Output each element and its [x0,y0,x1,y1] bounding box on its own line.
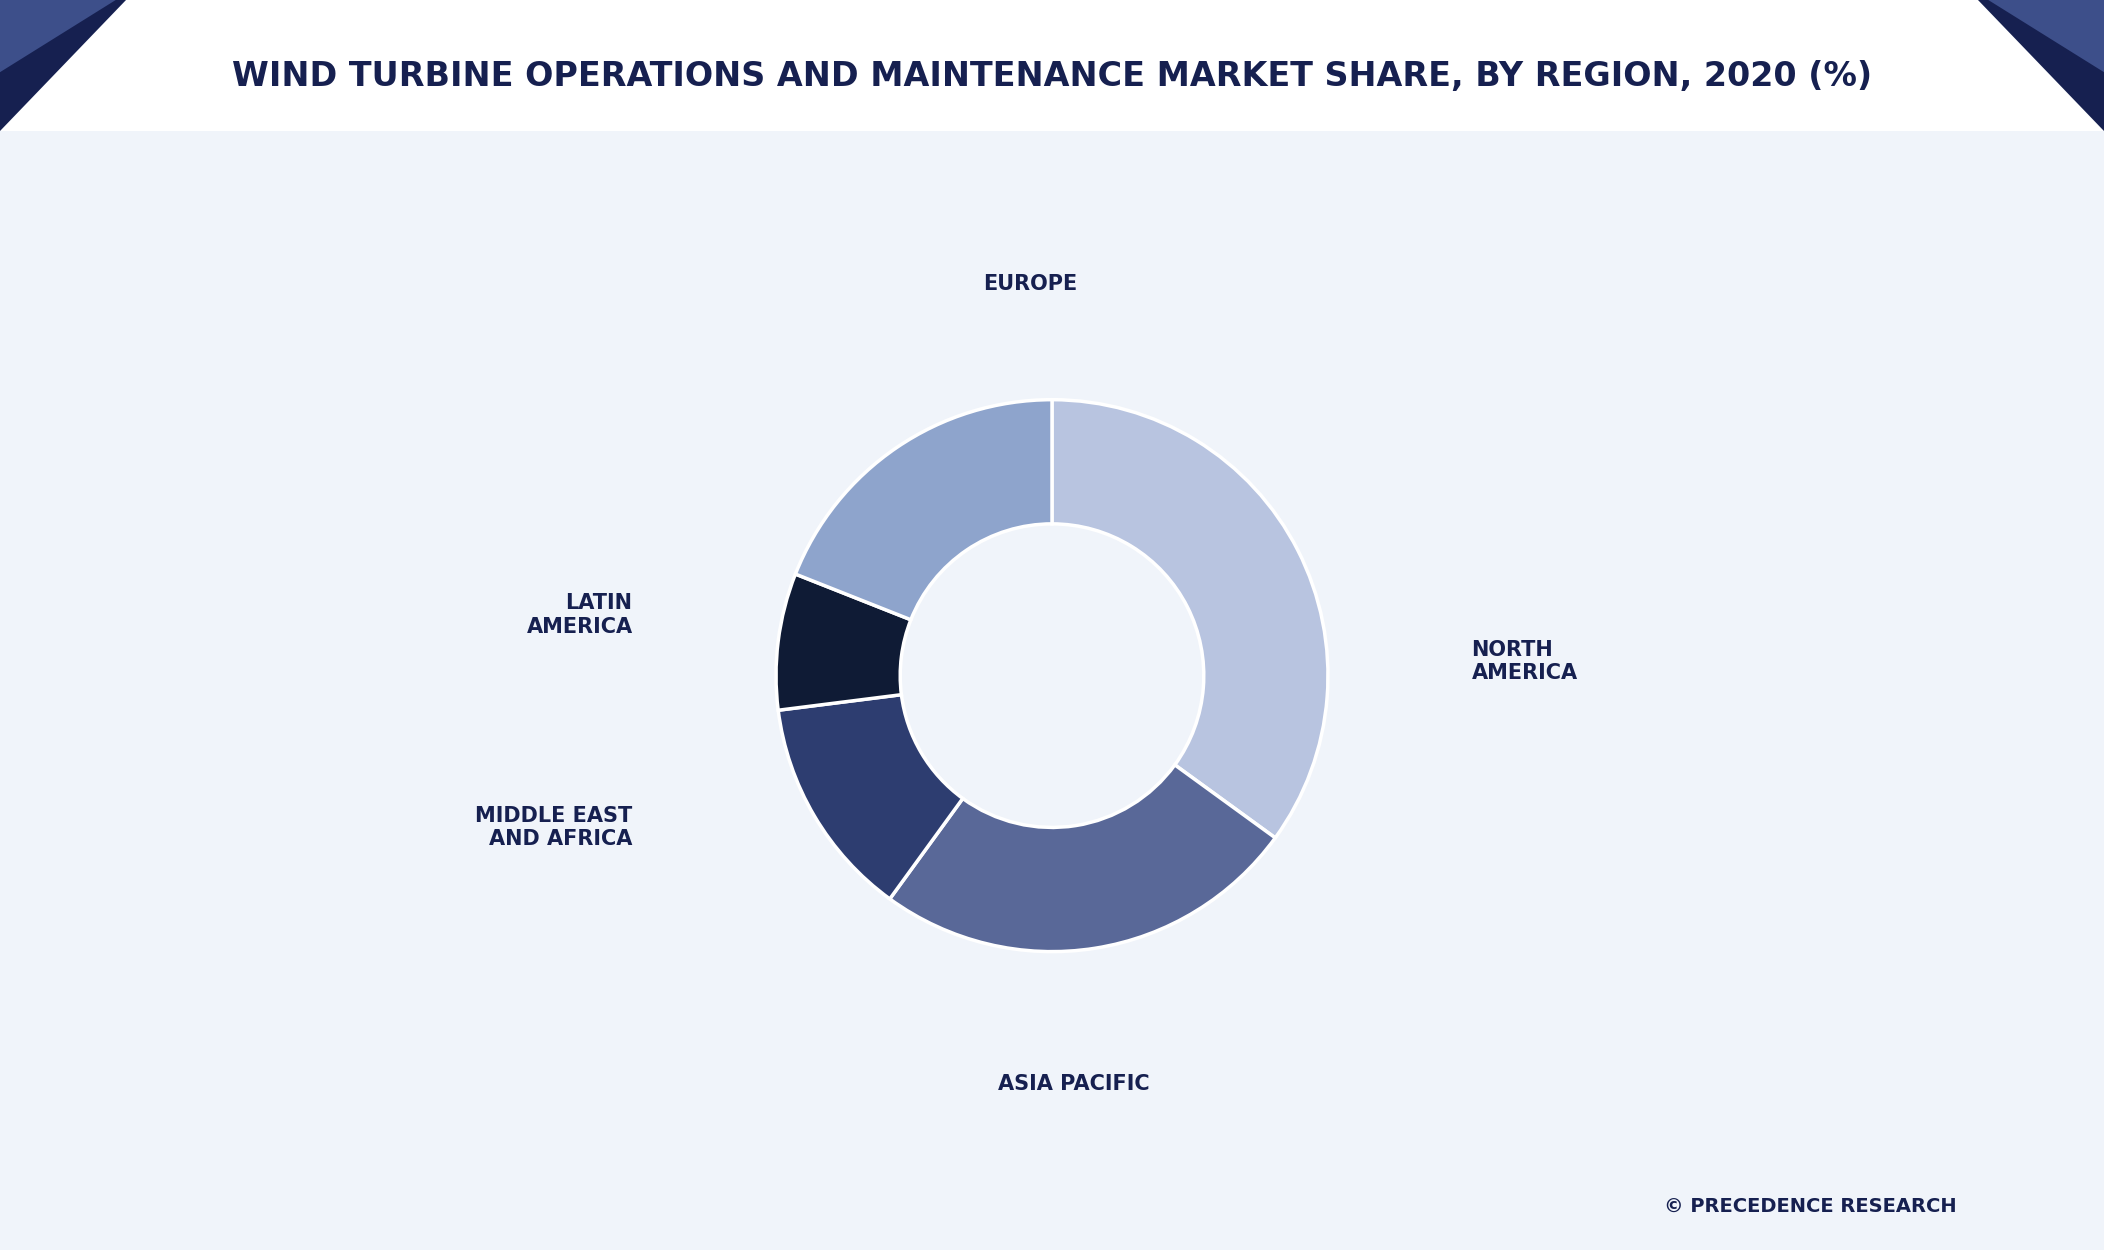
Text: EUROPE: EUROPE [983,274,1077,294]
Wedge shape [890,765,1275,951]
Polygon shape [1988,0,2104,72]
Text: ASIA PACIFIC: ASIA PACIFIC [997,1074,1151,1094]
Polygon shape [0,0,116,72]
Polygon shape [0,0,126,131]
Polygon shape [1978,0,2104,131]
Text: © PRECEDENCE RESEARCH: © PRECEDENCE RESEARCH [1664,1196,1957,1216]
Polygon shape [0,0,2104,131]
Wedge shape [778,695,964,899]
Text: MIDDLE EAST
AND AFRICA: MIDDLE EAST AND AFRICA [476,806,633,849]
Wedge shape [776,574,911,710]
Wedge shape [795,400,1052,620]
Text: WIND TURBINE OPERATIONS AND MAINTENANCE MARKET SHARE, BY REGION, 2020 (%): WIND TURBINE OPERATIONS AND MAINTENANCE … [231,60,1873,92]
Wedge shape [1052,400,1328,838]
Text: NORTH
AMERICA: NORTH AMERICA [1471,640,1578,684]
Text: LATIN
AMERICA: LATIN AMERICA [526,594,633,636]
